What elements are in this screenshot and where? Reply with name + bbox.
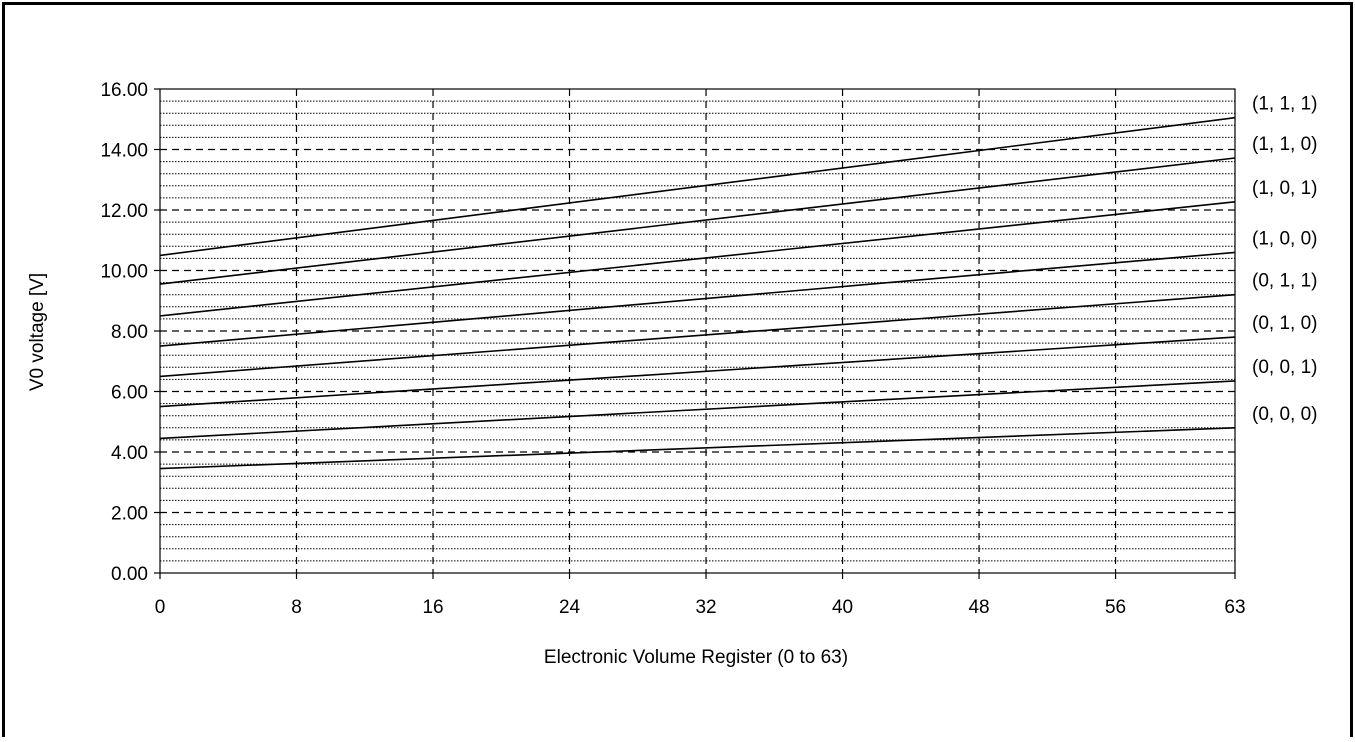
series-line	[159, 157, 1236, 285]
series-line	[159, 251, 1236, 347]
y-tick-label: 14.00	[100, 141, 148, 162]
y-tick-label: 12.00	[100, 201, 148, 222]
y-axis-label: V0 voltage [V]	[27, 273, 48, 391]
x-axis-label: Electronic Volume Register (0 to 63)	[544, 647, 848, 668]
x-tick-label: 56	[1105, 597, 1126, 618]
series-label: (0, 1, 1)	[1252, 271, 1317, 292]
x-tick-label: 0	[155, 597, 166, 618]
series-line	[159, 336, 1236, 408]
series-label: (1, 0, 0)	[1252, 228, 1317, 249]
y-axis-ticks: 0.00 2.00 4.00 6.00 8.00 10.00 12.00 14.00 16.00	[100, 80, 160, 585]
x-tick-label: 8	[291, 597, 302, 618]
x-axis-ticks: 0 8 16 24 32 40 48 56 63	[155, 573, 1246, 618]
y-tick-label: 10.00	[100, 262, 148, 283]
y-tick-label: 2.00	[111, 504, 148, 525]
x-tick-label: 40	[832, 597, 853, 618]
x-tick-label: 63	[1224, 597, 1245, 618]
x-tick-label: 32	[695, 597, 716, 618]
x-tick-label: 24	[559, 597, 581, 618]
series-line	[159, 427, 1236, 470]
series-label: (1, 0, 1)	[1252, 178, 1317, 199]
series-label: (0, 0, 1)	[1252, 357, 1317, 378]
series-line	[159, 116, 1236, 257]
series-line	[159, 380, 1236, 440]
series-label: (0, 1, 0)	[1252, 313, 1317, 334]
y-tick-label: 16.00	[100, 80, 148, 101]
x-tick-label: 16	[422, 597, 443, 618]
y-tick-label: 4.00	[111, 443, 148, 464]
series-label: (0, 0, 0)	[1252, 404, 1317, 425]
series-labels: (1, 1, 1) (1, 1, 0) (1, 0, 1) (1, 0, 0) (0, …	[1252, 94, 1317, 425]
series-group	[159, 116, 1236, 470]
series-label: (1, 1, 1)	[1252, 94, 1317, 115]
y-tick-label: 6.00	[111, 383, 148, 404]
y-tick-label: 8.00	[111, 322, 148, 343]
x-tick-label: 48	[968, 597, 989, 618]
series-label: (1, 1, 0)	[1252, 134, 1317, 155]
series-line	[159, 293, 1236, 378]
series-line	[159, 201, 1236, 317]
y-tick-label: 0.00	[111, 564, 148, 585]
